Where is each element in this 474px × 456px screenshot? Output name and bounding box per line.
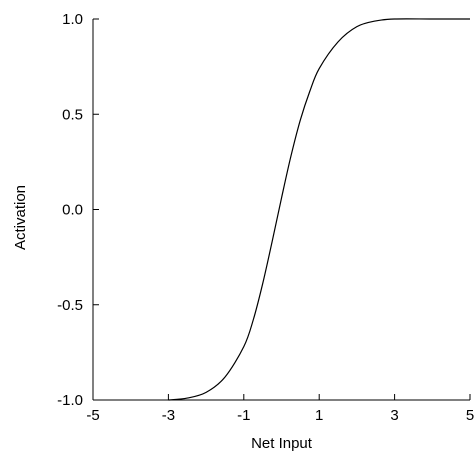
series-layer [168, 18, 470, 401]
y-tick-label: -0.5 [57, 297, 83, 314]
x-tick-label: -1 [237, 407, 250, 424]
x-axis-title: Net Input [251, 435, 313, 452]
series-line [168, 18, 470, 401]
x-tick-label: -5 [86, 407, 99, 424]
y-tick-label: 0.0 [62, 202, 83, 219]
axes [92, 18, 471, 401]
x-tick-label: -3 [162, 407, 175, 424]
y-tick-label: 1.0 [62, 11, 83, 28]
labels-layer: Net Input Activation -1.0 -0.5 0.0 0.5 1.0 -5… [12, 11, 474, 452]
x-tick-label: 3 [390, 407, 398, 424]
y-tick-label: -1.0 [57, 392, 83, 409]
y-axis-title: Activation [12, 185, 29, 250]
y-tick-label: 0.5 [62, 106, 83, 123]
x-tick-label: 5 [466, 407, 474, 424]
x-tick-label: 1 [315, 407, 323, 424]
